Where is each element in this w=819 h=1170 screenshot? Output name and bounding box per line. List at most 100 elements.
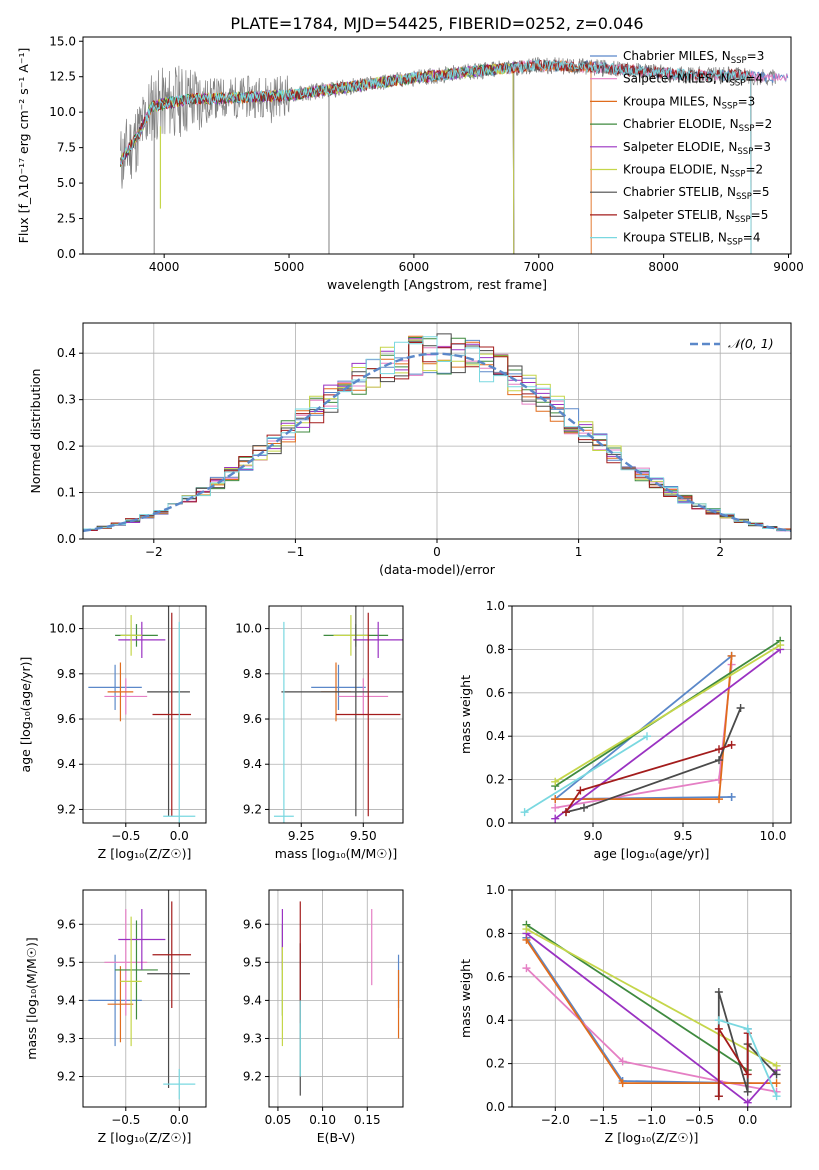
residual-histogram — [83, 337, 791, 531]
legend-label: Kroupa STELIB, NSSP=4 — [623, 231, 761, 248]
weight-vs-age-ytick-label: 0.2 — [486, 773, 505, 787]
legend-label: Salpeter MILES, NSSP=4 — [623, 72, 763, 89]
residuals-xtick-label: 2 — [716, 545, 724, 559]
weight-marker — [580, 803, 588, 812]
spectrum-xtick-label: 8000 — [648, 260, 679, 274]
spectrum-xtick-label: 5000 — [274, 260, 305, 274]
residuals-ytick-label: 0.1 — [57, 486, 76, 500]
weight-marker — [727, 792, 736, 801]
residual-histogram — [83, 336, 791, 531]
weight-marker — [618, 1057, 627, 1066]
age-vs-mass-xtick-label: 9.50 — [350, 829, 377, 843]
weight-marker — [736, 703, 745, 712]
weight-vs-z-xtick-label: −2.0 — [541, 1113, 570, 1127]
weight-marker — [772, 1092, 781, 1101]
weight-marker — [576, 786, 585, 795]
mass-vs-ebv-xtick-label: 0.10 — [309, 1113, 336, 1127]
age-vs-mass-ytick-label: 9.8 — [243, 667, 262, 681]
legend-label-sub: SSP — [722, 101, 738, 111]
mass-vs-ebv-ytick-label: 9.5 — [243, 955, 262, 969]
weight-vs-z-ytick-label: 1.0 — [486, 883, 505, 897]
weight-vs-z-xtick-label: −1.5 — [589, 1113, 618, 1127]
weight-line — [565, 744, 732, 813]
legend-label-sub: SSP — [730, 170, 746, 180]
weight-vs-z-ytick-label: 0.0 — [486, 1100, 505, 1114]
age-vs-z-ytick-label: 9.4 — [57, 757, 76, 771]
spectrum-ytick-label: 12.5 — [49, 70, 76, 84]
mass-vs-z-xtick-label: −0.5 — [111, 1113, 140, 1127]
weight-marker — [551, 803, 560, 812]
legend-label: Chabrier MILES, NSSP=3 — [623, 49, 764, 66]
mass-vs-z-ytick-label: 9.4 — [57, 993, 76, 1007]
weight-marker — [551, 777, 560, 786]
legend-label-sub: SSP — [731, 56, 747, 66]
age-vs-mass-frame — [268, 605, 404, 824]
weight-marker — [714, 1024, 723, 1033]
weight-marker — [551, 814, 560, 823]
legend-label-end: =5 — [752, 185, 770, 199]
spectrum-ytick-label: 0.0 — [57, 247, 76, 261]
spectrum-ytick-label: 15.0 — [49, 34, 76, 48]
weight-marker — [743, 1087, 752, 1096]
mass-vs-ebv-ytick-label: 9.3 — [243, 1031, 262, 1045]
legend-label-end: =3 — [738, 94, 756, 108]
mass-vs-z-xlabel: Z [log₁₀(Z/Z☉)] — [98, 1130, 192, 1145]
mass-vs-ebv-ytick-label: 9.2 — [243, 1070, 262, 1084]
legend-label-sub: SSP — [739, 124, 755, 134]
residual-histogram — [83, 345, 791, 531]
legend-label-sub: SSP — [736, 192, 752, 202]
age-vs-z-points — [88, 606, 196, 823]
residuals-ytick-label: 0.3 — [57, 393, 76, 407]
spectrum-ylabel: Flux [f_λ10⁻¹⁷ erg cm⁻² s⁻¹ A⁻¹] — [16, 48, 31, 244]
age-vs-mass-xlabel: mass [log₁₀(M/M☉)] — [275, 846, 397, 861]
weight-marker — [714, 1016, 723, 1025]
mass-vs-z-ytick-label: 9.6 — [57, 917, 76, 931]
weight-line — [554, 644, 781, 783]
residual-histogram — [83, 339, 791, 531]
age-vs-mass-ytick-label: 9.6 — [243, 712, 262, 726]
chart-title: PLATE=1784, MJD=54425, FIBERID=0252, z=0… — [230, 14, 643, 33]
residual-histogram — [83, 342, 791, 531]
weight-marker — [522, 964, 531, 973]
spectrum-ytick-label: 5.0 — [57, 176, 76, 190]
mass-vs-ebv-ytick-label: 9.4 — [243, 993, 262, 1007]
weight-marker — [772, 1061, 781, 1070]
weight-vs-age-xlabel: age [log₁₀(age/yr)] — [594, 846, 710, 861]
legend-label-end: =4 — [743, 231, 761, 245]
weight-vs-age-xtick-label: 9.5 — [673, 829, 692, 843]
weight-marker — [520, 808, 529, 817]
residuals-xlabel: (data-model)/error — [379, 562, 496, 577]
weight-vs-z-xtick-label: −1.0 — [637, 1113, 666, 1127]
mass-vs-z-ytick-label: 9.2 — [57, 1070, 76, 1084]
weight-vs-age-xtick-label: 9.0 — [583, 829, 602, 843]
spectrum-ytick-label: 7.5 — [57, 141, 76, 155]
model-line — [120, 59, 752, 254]
weight-vs-z-ylabel: mass weight — [458, 959, 473, 1038]
age-vs-z-ytick-label: 9.8 — [57, 667, 76, 681]
weight-marker — [643, 732, 651, 741]
residuals-xtick-label: 1 — [575, 545, 583, 559]
weight-marker — [714, 1092, 723, 1101]
weight-marker — [715, 795, 723, 804]
weight-vs-age-frame — [511, 605, 792, 824]
age-vs-mass-ytick-label: 9.2 — [243, 802, 262, 816]
mass-vs-z-points — [88, 890, 196, 1100]
mass-vs-z-frame — [82, 889, 207, 1108]
weight-line — [565, 707, 742, 813]
residual-histogram — [83, 333, 791, 531]
weight-line — [717, 1025, 749, 1097]
legend-label-sub: SSP — [737, 147, 753, 157]
mass-vs-ebv-xtick-label: 0.05 — [265, 1113, 292, 1127]
mass-vs-z-ylabel: mass [log₁₀(M/M☉)] — [24, 937, 39, 1059]
legend-label-end: =2 — [745, 163, 763, 177]
weight-vs-z-xtick-label: −0.5 — [685, 1113, 714, 1127]
age-vs-mass-points — [273, 606, 403, 823]
hist-group — [83, 333, 791, 533]
weight-marker — [715, 775, 723, 784]
mass-vs-z-xtick-label: 0.0 — [170, 1113, 189, 1127]
legend-label: Kroupa MILES, NSSP=3 — [623, 94, 755, 111]
residual-histogram — [83, 335, 791, 530]
weight-marker — [743, 1024, 752, 1033]
legend-label-end: =3 — [747, 49, 765, 63]
